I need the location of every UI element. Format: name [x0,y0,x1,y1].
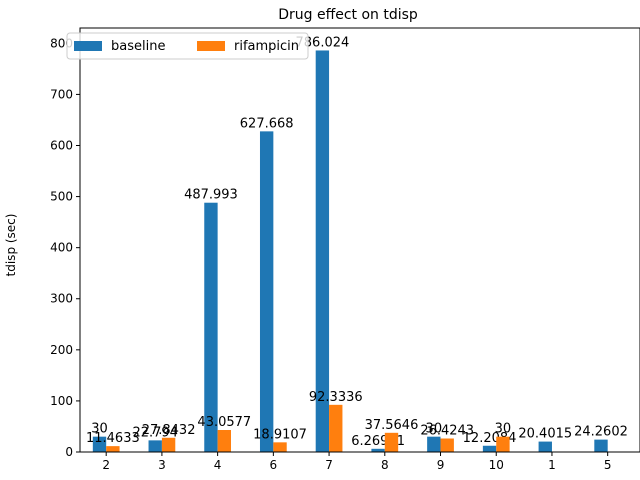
bar-rifampicin-6 [273,442,287,452]
data-label-baseline-2: 30 [91,422,108,437]
x-tick-label-7: 7 [325,458,333,472]
bar-rifampicin-10 [496,436,510,452]
data-label-rifampicin-3: 27.8432 [142,423,196,438]
data-label-baseline-4: 487.993 [184,188,238,203]
legend-label-rifampicin: rifampicin [234,39,299,54]
x-tick-label-4: 4 [214,458,222,472]
y-tick-label-600: 600 [50,138,73,152]
data-label-baseline-3: 22.794 [132,425,178,440]
bar-rifampicin-4 [217,430,231,452]
y-tick-label-0: 0 [65,445,73,459]
bar-baseline-5 [594,439,608,452]
x-tick-label-6: 6 [270,458,278,472]
data-label-rifampicin-6: 18.9107 [253,427,307,442]
legend-label-baseline: baseline [111,39,165,54]
x-tick-label-9: 9 [437,458,445,472]
data-label-baseline-1: 20.4015 [518,427,572,442]
data-label-baseline-7: 786.024 [296,35,350,50]
x-tick-label-10: 10 [489,458,504,472]
x-tick-label-2: 2 [102,458,110,472]
bar-baseline-10 [482,445,497,452]
legend-swatch-baseline [74,41,102,51]
bar-baseline-7 [315,50,330,453]
y-tick-label-200: 200 [50,343,73,357]
bar-rifampicin-2 [106,446,120,452]
data-label-rifampicin-8: 37.5646 [365,418,419,433]
legend-swatch-rifampicin [197,41,225,51]
bar-baseline-8 [371,448,385,452]
x-tick-label-1: 1 [548,458,556,472]
data-label-rifampicin-4: 43.0577 [197,415,251,430]
y-tick-label-500: 500 [50,190,73,204]
data-label-baseline-6: 627.668 [240,116,294,131]
data-label-rifampicin-2: 11.4633 [86,431,140,446]
data-label-rifampicin-9: 26.4243 [420,424,474,439]
y-tick-label-400: 400 [50,241,73,255]
plot-area: 30 22.794487.993627.668786.0246.269613012… [50,27,640,472]
data-label-rifampicin-7: 92.3336 [309,390,363,405]
bar-rifampicin-9 [440,438,454,452]
bar-rifampicin-8 [384,432,399,452]
bar-rifampicin-7 [329,404,343,452]
data-label-rifampicin-10: 30 [495,422,512,437]
bar-baseline-2 [92,436,107,452]
bar-baseline-6 [259,131,274,453]
legend: baseline rifampicin [66,32,309,60]
bar-baseline-4 [204,202,218,452]
axes-frame [79,27,640,453]
y-tick-label-700: 700 [50,87,73,101]
legend-box [66,32,309,60]
x-tick-label-5: 5 [604,458,612,472]
bar-baseline-9 [427,436,441,452]
bar-baseline-1 [538,441,552,452]
y-tick-label-100: 100 [50,394,73,408]
y-tick-label-300: 300 [50,292,73,306]
x-tick-label-8: 8 [381,458,389,472]
x-tick-label-3: 3 [158,458,166,472]
data-label-baseline-9: 30 [426,422,443,437]
bar-baseline-3 [148,440,162,452]
data-label-baseline-5: 24.2602 [574,425,628,440]
y-axis-label: tdisp (sec) [4,214,18,277]
chart-title: Drug effect on tdisp [278,7,418,23]
bar-rifampicin-3 [161,437,176,452]
